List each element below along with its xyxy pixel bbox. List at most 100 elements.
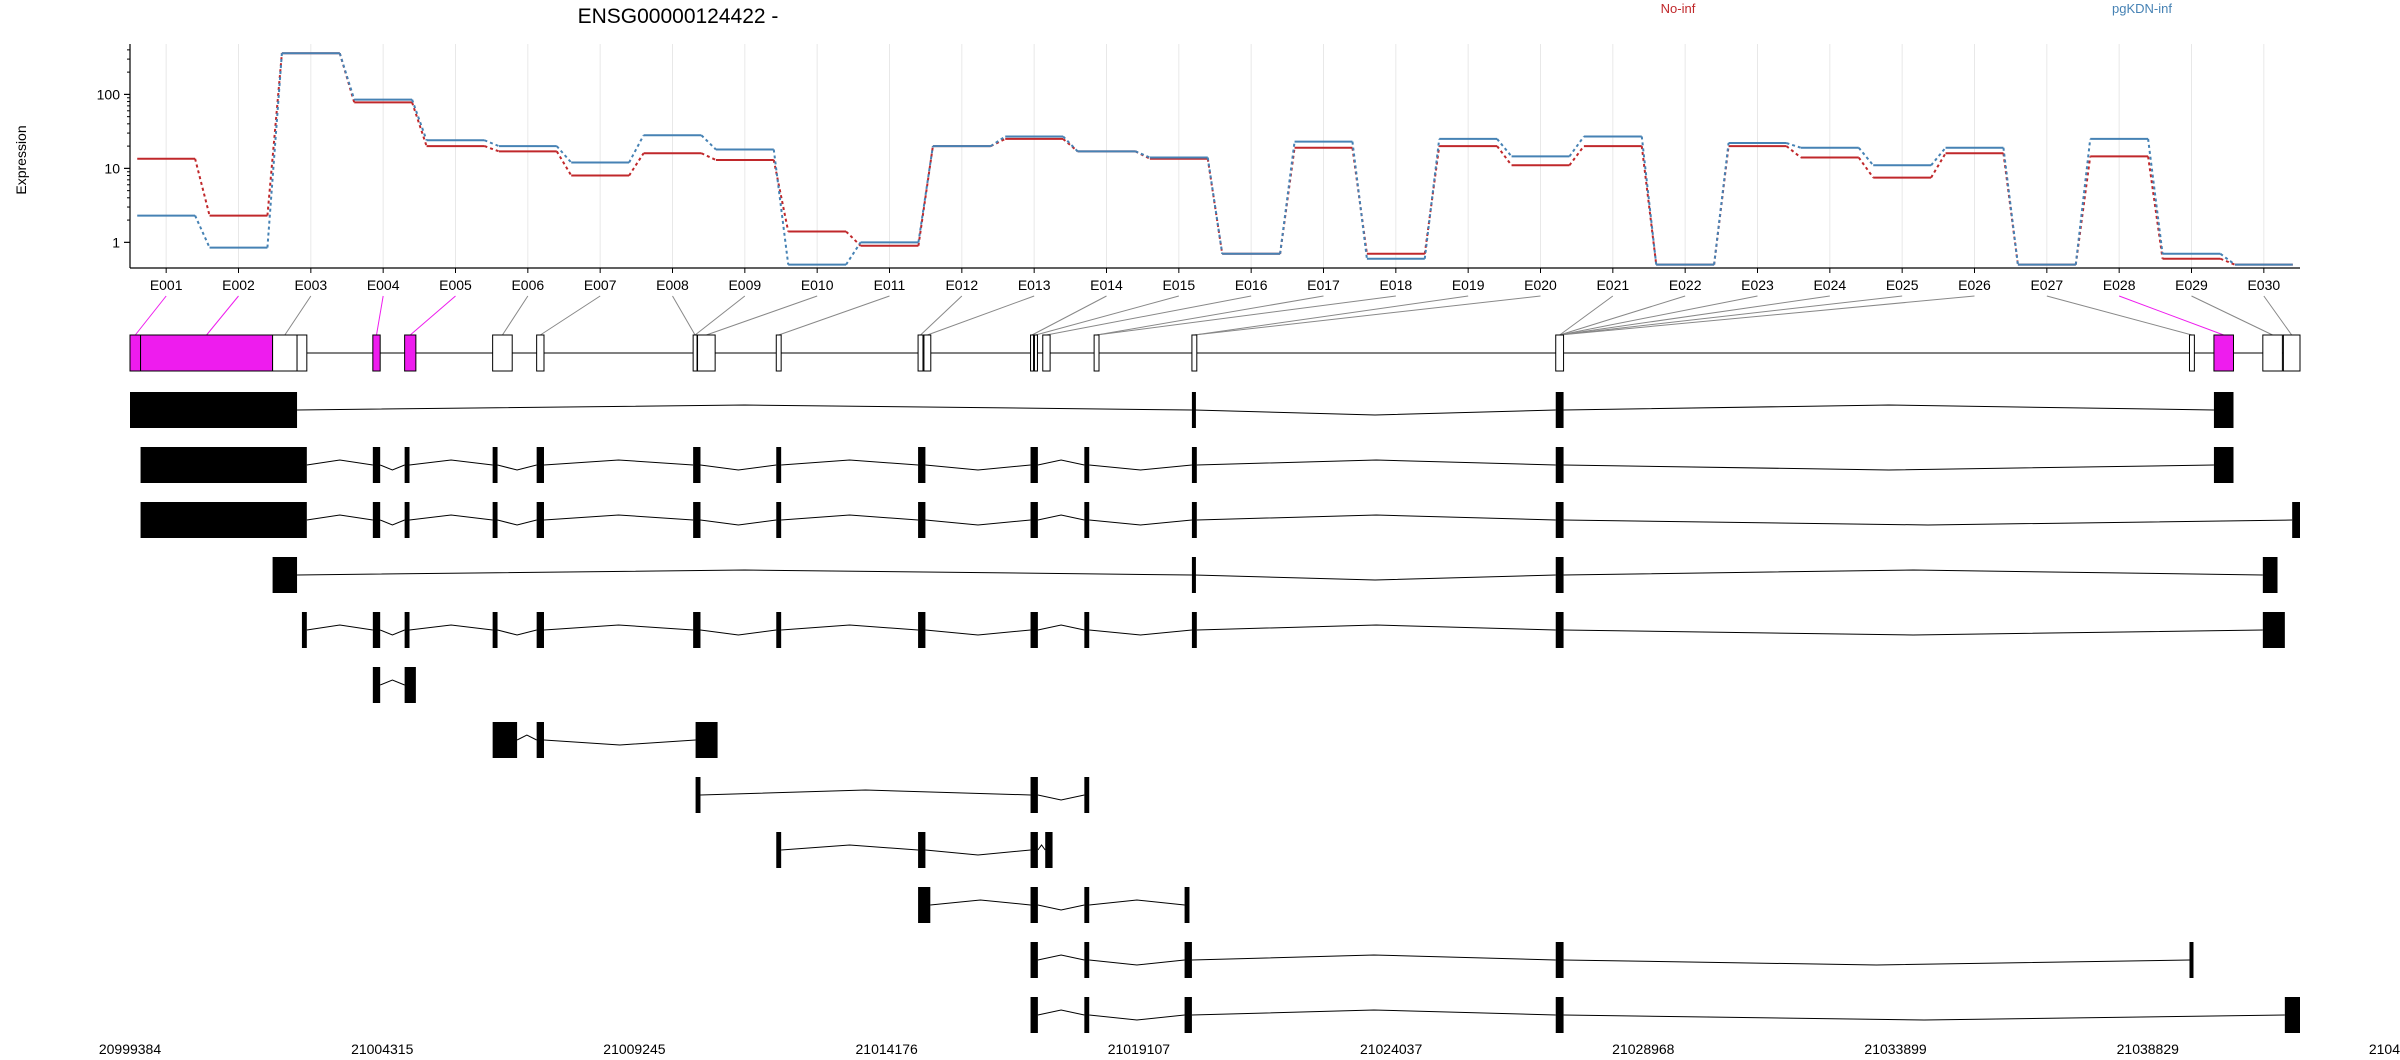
series-transition-pgKDN-inf — [2002, 147, 2019, 265]
transcript-intron — [497, 519, 537, 526]
transcript-exon — [1184, 887, 1190, 923]
series-transition-pgKDN-inf — [2074, 138, 2092, 265]
y-tick-label: 10 — [104, 160, 120, 176]
x-tick-label: E011 — [874, 277, 906, 293]
series-transition-pgKDN-inf — [845, 241, 862, 266]
transcript-exon — [1045, 832, 1053, 868]
transcript-intron — [1194, 574, 1556, 581]
transcript-intron — [1089, 959, 1185, 966]
exon-connector — [1096, 295, 1396, 336]
transcript-exon — [1191, 557, 1196, 593]
x-tick-label: E007 — [584, 277, 617, 293]
transcript-exon — [918, 832, 926, 868]
transcript-intron — [781, 459, 919, 466]
series-transition-pgKDN-inf — [1496, 138, 1513, 158]
transcript-exon — [1084, 612, 1090, 648]
genomic-coordinate-label: 21033899 — [1864, 1041, 1927, 1057]
transcript-exon — [492, 447, 498, 483]
series-transition-pgKDN-inf — [917, 145, 934, 243]
transcript-exon — [130, 392, 298, 428]
exon-connector — [1559, 295, 1903, 336]
transcript-row — [1030, 942, 2194, 978]
transcript-intron — [700, 629, 777, 636]
transcript-intron — [1089, 899, 1185, 906]
series-transition-No-inf — [1640, 145, 1658, 265]
exon-connector — [206, 295, 239, 336]
transcript-exon — [272, 557, 298, 593]
transcript-exon — [372, 447, 381, 483]
exon-connector — [1194, 295, 1469, 336]
series-transition-No-inf — [701, 152, 717, 161]
exon-connector — [1559, 295, 1975, 336]
chart-title: ENSG00000124422 - — [578, 5, 779, 28]
exon-bin — [923, 334, 932, 372]
transcript-exon — [776, 447, 782, 483]
x-tick-label: E008 — [656, 277, 689, 293]
transcript-intron — [497, 464, 537, 471]
x-tick-label: E026 — [1958, 277, 1991, 293]
transcript-exon — [776, 612, 782, 648]
transcript-exon — [536, 502, 544, 538]
transcript-exon — [2213, 392, 2234, 428]
transcript-exon — [1555, 392, 1564, 428]
x-tick-label: E019 — [1452, 277, 1485, 293]
transcript-exon — [918, 887, 931, 923]
transcript-intron — [700, 789, 1031, 796]
series-transition-No-inf — [772, 159, 790, 232]
series-transition-No-inf — [2220, 257, 2236, 266]
exon-connector — [2046, 295, 2193, 336]
legend-pgkdn-inf: pgKDN-inf — [2112, 1, 2172, 16]
transcript-intron — [1563, 464, 2214, 471]
series-transition-pgKDN-inf — [700, 134, 717, 151]
transcript-exon — [1084, 997, 1090, 1033]
series-transition-No-inf — [1568, 145, 1585, 166]
series-transition-No-inf — [1713, 145, 1730, 265]
exon-bin — [1030, 334, 1035, 372]
x-tick-label: E020 — [1524, 277, 1557, 293]
x-tick-label: E028 — [2103, 277, 2136, 293]
series-transition-pgKDN-inf — [266, 53, 283, 248]
transcript-intron — [1089, 519, 1192, 526]
transcript-exon — [1191, 502, 1197, 538]
transcript-intron — [379, 519, 405, 526]
transcript-exon — [536, 722, 544, 758]
series-transition-pgKDN-inf — [1351, 141, 1368, 259]
exon-connector — [1559, 295, 1686, 336]
transcript-exon — [918, 612, 926, 648]
transcript-exon — [1030, 612, 1038, 648]
transcript-intron — [781, 624, 919, 631]
transcript-intron — [543, 459, 694, 466]
x-tick-label: E027 — [2030, 277, 2063, 293]
exon-connectors — [134, 295, 2293, 336]
series-transition-No-inf — [1423, 145, 1441, 254]
series-transition-No-inf — [555, 150, 573, 177]
transcript-intron — [306, 459, 373, 466]
x-tick-label: E017 — [1307, 277, 1340, 293]
transcript-intron — [297, 404, 1192, 411]
series-transition-pgKDN-inf — [338, 52, 356, 100]
transcript-intron — [1563, 569, 2263, 576]
genomic-coordinate-label: 21043760 — [2369, 1041, 2400, 1057]
transcript-intron — [1196, 514, 1556, 521]
transcript-intron — [700, 519, 777, 526]
exon-bin — [129, 334, 142, 372]
transcript-intron — [925, 519, 1031, 526]
transcript-intron — [379, 629, 405, 636]
transcript-exon — [1555, 557, 1564, 593]
transcript-intron — [1089, 464, 1192, 471]
transcript-row — [918, 887, 1190, 923]
transcript-exon — [1191, 392, 1196, 428]
transcript-exon — [776, 502, 782, 538]
transcript-exon — [492, 722, 518, 758]
transcript-exon — [1030, 502, 1038, 538]
series-transition-No-inf — [2147, 156, 2164, 259]
transcript-intron — [1563, 404, 2214, 411]
transcript-intron — [409, 514, 493, 521]
exon-connector — [1035, 295, 1179, 336]
transcript-intron — [925, 849, 1031, 856]
exon-bin — [404, 334, 417, 372]
transcript-intron — [1563, 959, 2190, 966]
genomic-coordinate-label: 20999384 — [99, 1041, 162, 1057]
transcript-exon — [695, 777, 701, 813]
